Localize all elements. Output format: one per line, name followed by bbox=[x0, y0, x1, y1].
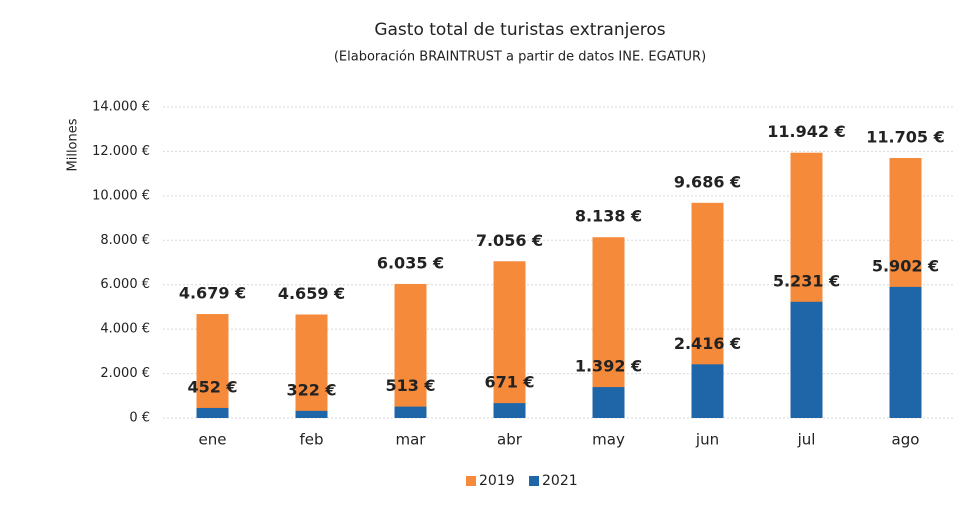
legend-swatch bbox=[529, 476, 539, 486]
y-axis-label: Millones bbox=[66, 118, 81, 171]
data-label: 6.035 € bbox=[377, 253, 444, 272]
chart-subtitle: (Elaboración BRAINTRUST a partir de dato… bbox=[334, 50, 706, 65]
bar bbox=[592, 387, 625, 418]
data-label: 671 € bbox=[484, 373, 534, 392]
data-label: 4.659 € bbox=[278, 284, 345, 303]
bar bbox=[196, 407, 229, 418]
x-tick-label: ene bbox=[199, 431, 227, 449]
y-tick-label: 4.000 € bbox=[100, 322, 150, 337]
x-tick-label: jul bbox=[797, 431, 816, 449]
x-tick-label: may bbox=[592, 431, 625, 449]
y-tick-label: 0 € bbox=[129, 411, 150, 426]
x-tick-label: mar bbox=[396, 431, 427, 449]
bar bbox=[394, 283, 427, 418]
legend-label: 2019 bbox=[479, 473, 515, 489]
bar bbox=[889, 286, 922, 418]
y-tick-label: 6.000 € bbox=[100, 277, 150, 292]
x-tick-label: ago bbox=[892, 431, 920, 449]
bar bbox=[493, 261, 526, 418]
bar bbox=[691, 364, 724, 418]
x-tick-label: abr bbox=[497, 431, 523, 449]
y-tick-label: 14.000 € bbox=[92, 100, 150, 115]
y-tick-label: 2.000 € bbox=[100, 366, 150, 381]
legend-swatch bbox=[466, 476, 476, 486]
x-tick-label: feb bbox=[299, 431, 323, 449]
data-label: 4.679 € bbox=[179, 284, 246, 303]
data-label: 1.392 € bbox=[575, 357, 642, 376]
y-tick-label: 12.000 € bbox=[92, 144, 150, 159]
data-label: 11.705 € bbox=[866, 127, 944, 146]
data-label: 8.138 € bbox=[575, 207, 642, 226]
y-tick-label: 8.000 € bbox=[100, 233, 150, 248]
data-label: 9.686 € bbox=[674, 172, 741, 191]
bar bbox=[790, 301, 823, 418]
data-label: 322 € bbox=[286, 380, 336, 399]
data-label: 513 € bbox=[385, 376, 435, 395]
legend-label: 2021 bbox=[542, 473, 578, 489]
bar bbox=[295, 410, 328, 418]
data-label: 5.902 € bbox=[872, 256, 939, 275]
x-tick-label: jun bbox=[695, 431, 719, 449]
data-label: 452 € bbox=[187, 377, 237, 396]
data-label: 11.942 € bbox=[767, 122, 845, 141]
data-label: 5.231 € bbox=[773, 271, 840, 290]
bar bbox=[196, 314, 229, 418]
y-tick-label: 10.000 € bbox=[92, 188, 150, 203]
data-label: 2.416 € bbox=[674, 334, 741, 353]
chart-title: Gasto total de turistas extranjeros bbox=[374, 20, 665, 40]
data-label: 7.056 € bbox=[476, 231, 543, 250]
bar bbox=[394, 406, 427, 418]
bar bbox=[493, 403, 526, 418]
bar bbox=[295, 314, 328, 418]
